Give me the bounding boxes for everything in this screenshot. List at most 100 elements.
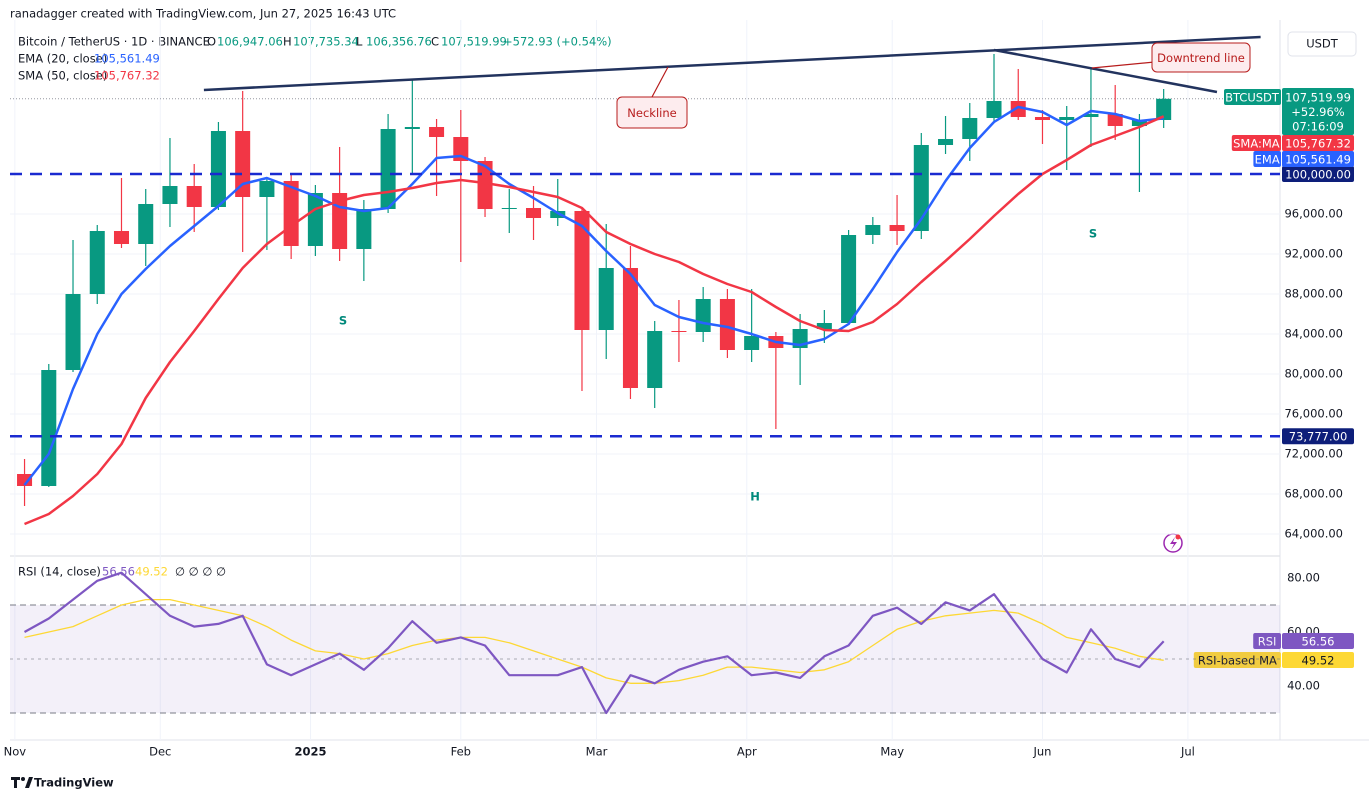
ohlc-value: 107,519.99 <box>441 35 507 49</box>
indicator-name: EMA <box>1255 153 1280 167</box>
header: ranadagger created with TradingView.com,… <box>10 7 1339 790</box>
candle-body <box>1059 117 1075 120</box>
candle-body <box>986 101 1002 118</box>
pattern-letter: H <box>750 490 760 504</box>
candle-body <box>235 131 251 197</box>
candle-body <box>259 181 275 197</box>
indicator-legend: EMA (20, close) <box>18 52 107 66</box>
y-tick-label: 64,000.00 <box>1284 527 1343 541</box>
candle-body <box>525 208 542 218</box>
y-tick-label: 88,000.00 <box>1284 287 1343 301</box>
logo-mark <box>21 777 25 781</box>
unit-box[interactable] <box>1287 31 1357 57</box>
pattern-letter: S <box>339 314 347 328</box>
rsi-pane <box>10 571 1280 715</box>
candle-body <box>962 118 978 139</box>
ohlc-key: O <box>207 35 216 49</box>
y-tick-label: 96,000.00 <box>1284 207 1343 221</box>
candle-body <box>307 193 323 246</box>
indicator-value: 105,561.49 <box>1285 153 1351 167</box>
alert-dot <box>1175 534 1181 540</box>
ohlc-key: L <box>356 35 363 49</box>
x-tick-label: Jul <box>1180 745 1195 759</box>
candle-body <box>41 370 57 486</box>
rsi-value-box <box>1282 652 1354 668</box>
candle-body <box>89 231 105 294</box>
unit-label: USDT <box>1306 37 1339 51</box>
x-tick-label: May <box>880 745 904 759</box>
candle-body <box>1010 101 1026 117</box>
candle-body <box>938 139 954 145</box>
candle-body <box>744 336 760 350</box>
candle-body <box>356 209 372 249</box>
candle-body <box>138 204 154 244</box>
candle-body <box>162 186 178 204</box>
callout-box <box>616 96 688 129</box>
level-label-box <box>1282 166 1354 182</box>
last-price-change: +52.96% <box>1291 105 1345 119</box>
callout-text: Neckline <box>627 106 676 120</box>
level-label: 100,000.00 <box>1285 168 1351 182</box>
candle-body <box>65 294 81 370</box>
x-tick-label: Dec <box>149 745 171 759</box>
x-tick-label: Feb <box>451 745 471 759</box>
y-tick-label: 76,000.00 <box>1284 407 1343 421</box>
indicator-name-box <box>1253 151 1281 167</box>
candle-body <box>865 225 881 235</box>
rsi-tick-label: 80.00 <box>1287 571 1320 585</box>
annotations: Neckline Downtrend line S H S <box>339 42 1251 504</box>
level-label: 73,777.00 <box>1289 430 1348 444</box>
brand-logo[interactable] <box>11 777 33 788</box>
ohlc-value: 106,356.76 <box>366 35 432 49</box>
symbol-title: Bitcoin / TetherUS · 1D · BINANCE <box>18 35 210 49</box>
rsi-name: RSI <box>1258 635 1277 649</box>
indicator-value: 105,767.32 <box>1285 137 1351 151</box>
rsi-name: RSI-based MA <box>1198 654 1277 668</box>
callout-box <box>1151 42 1251 73</box>
candle-body <box>816 323 832 329</box>
last-price-box <box>1282 88 1354 135</box>
candle-body <box>283 181 299 246</box>
candle-body <box>647 331 663 388</box>
symbol-name: BTCUSDT <box>1225 91 1280 105</box>
rsi-header-value: 49.52 <box>135 565 168 579</box>
candle-body <box>429 127 445 137</box>
rsi-value-box <box>1282 633 1354 649</box>
trendline <box>203 35 1261 92</box>
candle-body <box>574 211 590 330</box>
x-tick-label: 2025 <box>295 745 327 759</box>
candle-body <box>17 474 33 486</box>
trendline <box>993 48 1218 94</box>
candle-body <box>1156 98 1172 120</box>
candle-body <box>404 127 420 129</box>
callout-text: Downtrend line <box>1157 51 1245 65</box>
y-tick-label: 84,000.00 <box>1284 327 1343 341</box>
grid: Nov Dec 2025 Feb Mar Apr May Jun Jul 64,000.00 68,… <box>4 20 1343 759</box>
rsi-line <box>23 571 1165 715</box>
level-label-box <box>1282 428 1354 445</box>
candle-body <box>453 137 469 161</box>
indicator-value: 105,767.32 <box>94 69 160 83</box>
indicator-line <box>24 115 1165 526</box>
candle-body <box>889 225 905 231</box>
rsi-header-value: 56.56 <box>102 565 135 579</box>
rsi-name-box <box>1193 652 1281 668</box>
indicator-line <box>23 105 1164 486</box>
indicator-name: SMA:MA <box>1233 137 1280 151</box>
indicator-legend: SMA (50, close) <box>18 69 107 83</box>
y-tick-label: 72,000.00 <box>1284 447 1343 461</box>
last-price-countdown: 07:16:09 <box>1292 120 1344 134</box>
candle-body <box>380 129 396 209</box>
candle-body <box>501 208 517 209</box>
indicator-value-box <box>1282 135 1354 151</box>
candle-body <box>186 186 202 207</box>
x-tick-label: Jun <box>1032 745 1051 759</box>
candle-body <box>1034 117 1050 120</box>
price-scale-labels: 100,000.00 73,777.00 BTCUSDT 107,519.99+52.… <box>1193 88 1354 668</box>
indicator-value: 105,561.49 <box>94 52 160 66</box>
logo-mark <box>11 777 20 788</box>
candle-body <box>113 231 130 244</box>
rsi-header-extra: ∅ ∅ ∅ ∅ <box>175 565 226 579</box>
